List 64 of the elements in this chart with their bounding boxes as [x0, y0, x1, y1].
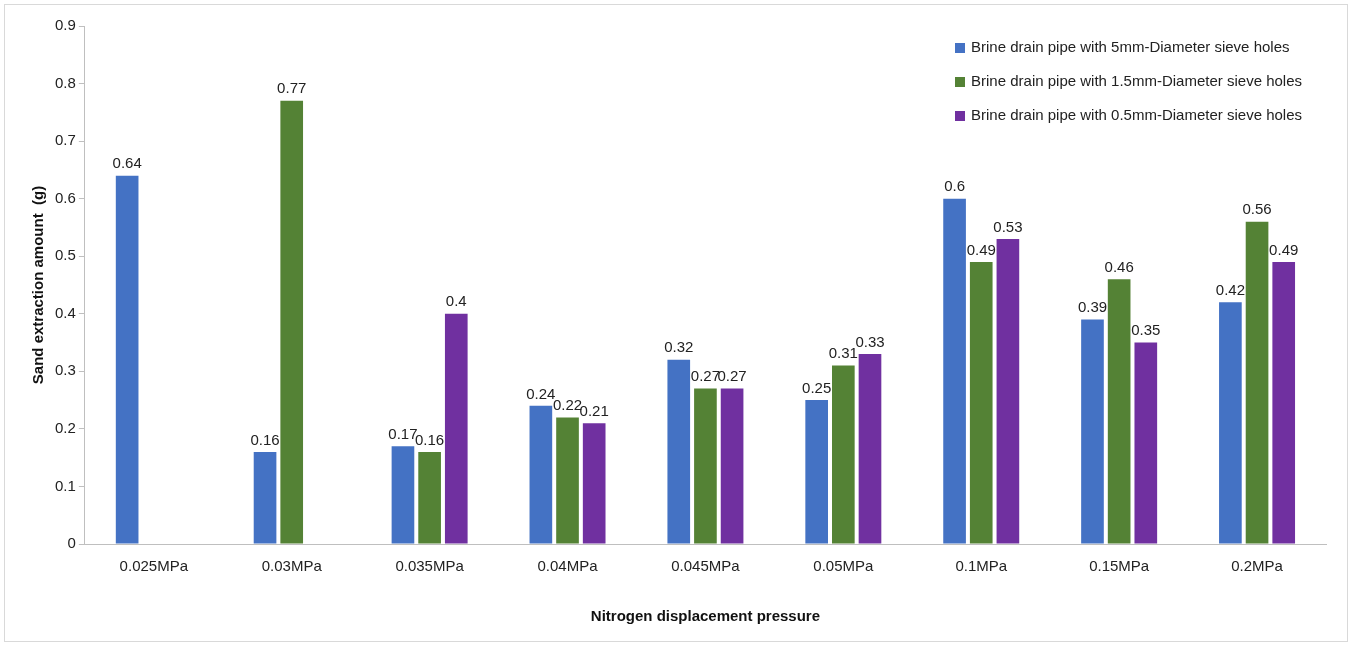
data-label: 0.4: [445, 292, 467, 310]
data-label: 0.39: [1077, 298, 1108, 316]
data-label: 0.56: [1242, 200, 1272, 218]
bar: [556, 417, 579, 544]
data-label: 0.33: [855, 332, 885, 350]
bar: [444, 313, 468, 544]
x-tick-label: 0.025MPa: [119, 557, 189, 575]
legend-label: Brine drain pipe with 1.5mm-Diameter sieve holes: [971, 72, 1303, 90]
bar: [832, 365, 855, 544]
data-label: 0.77: [277, 79, 307, 97]
x-tick-label: 0.2MPa: [1231, 557, 1284, 575]
bar: [1245, 221, 1269, 544]
y-tick-label: 0.2: [54, 419, 76, 437]
y-axis-title: Sand extraction amount (g): [29, 185, 47, 385]
data-label: 0.42: [1215, 280, 1245, 298]
legend-label: Brine drain pipe with 0.5mm-Diameter sieve holes: [971, 106, 1303, 124]
legend-label: Brine drain pipe with 5mm-Diameter sieve holes: [971, 38, 1290, 56]
bar: [1081, 319, 1104, 544]
data-label: 0.49: [966, 240, 996, 258]
data-label: 0.64: [112, 154, 142, 172]
bar: [969, 261, 993, 544]
bar: [391, 446, 415, 544]
y-tick-label: 0.3: [54, 361, 76, 379]
x-tick-label: 0.15MPa: [1089, 557, 1150, 575]
bar: [667, 359, 691, 544]
y-tick-label: 0.4: [54, 303, 76, 321]
data-label: 0.35: [1131, 321, 1161, 339]
data-label: 0.32: [664, 338, 694, 356]
x-tick-label: 0.05MPa: [813, 557, 874, 575]
data-label: 0.53: [993, 217, 1023, 235]
x-tick-label: 0.035MPa: [395, 557, 465, 575]
bar: [1107, 279, 1131, 544]
x-tick-label: 0.045MPa: [671, 557, 741, 575]
y-tick-label: 0.9: [54, 16, 76, 34]
bar: [943, 198, 966, 544]
y-tick-label: 0.7: [54, 131, 76, 149]
x-axis-title: Nitrogen displacement pressure: [590, 607, 821, 625]
y-tick-label: 0: [67, 534, 76, 552]
bar: [694, 388, 717, 544]
data-label: 0.16: [250, 430, 280, 448]
bar: [1272, 261, 1296, 544]
bar: [418, 451, 441, 544]
bar: [805, 400, 828, 544]
bar: [1134, 342, 1158, 544]
bar: [720, 388, 744, 544]
bar: [858, 354, 882, 544]
x-tick-label: 0.03MPa: [261, 557, 323, 575]
y-tick-label: 0.8: [54, 73, 76, 91]
bar: [280, 100, 304, 544]
y-tick-label: 0.6: [54, 188, 76, 206]
bar: [529, 405, 553, 544]
x-tick-label: 0.04MPa: [537, 557, 599, 575]
bar: [582, 423, 606, 544]
bar: [996, 238, 1020, 544]
y-tick-label: 0.5: [54, 246, 76, 264]
data-label: 0.6: [944, 177, 965, 195]
data-label: 0.25: [802, 378, 832, 396]
y-tick-label: 0.1: [54, 476, 76, 494]
data-label: 0.46: [1104, 257, 1134, 275]
bar: [253, 451, 277, 544]
bar: [1219, 302, 1242, 544]
data-label: 0.49: [1269, 240, 1299, 258]
bar: [115, 175, 139, 544]
x-tick-label: 0.1MPa: [955, 557, 1008, 575]
